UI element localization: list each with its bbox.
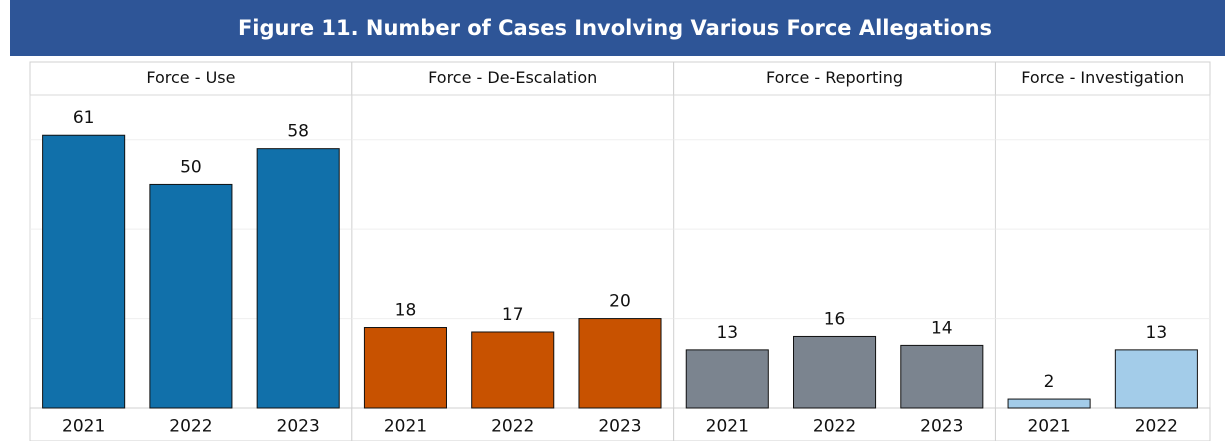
data-label: 20 xyxy=(609,292,631,312)
data-label: 58 xyxy=(287,122,309,142)
x-tick-label: 2022 xyxy=(1135,417,1178,437)
x-label-cell xyxy=(994,407,1211,441)
x-tick-label: 2022 xyxy=(169,417,212,437)
panel-title: Force - Reporting xyxy=(766,68,903,87)
panel-title: Force - Investigation xyxy=(1021,68,1184,87)
bar xyxy=(42,134,126,409)
panel-header xyxy=(673,61,996,96)
bar xyxy=(149,183,233,409)
bar xyxy=(1114,349,1198,409)
data-label: 61 xyxy=(73,108,95,128)
chart-title: Figure 11. Number of Cases Involving Var… xyxy=(238,16,992,40)
bar xyxy=(685,349,769,409)
panel-header xyxy=(994,61,1211,96)
data-label: 16 xyxy=(824,309,846,329)
data-label: 18 xyxy=(395,301,417,321)
data-label: 50 xyxy=(180,157,202,177)
x-tick-label: 2023 xyxy=(277,417,320,437)
x-tick-label: 2023 xyxy=(598,417,641,437)
title-banner xyxy=(10,0,1225,56)
bar xyxy=(1007,398,1091,409)
data-label: 2 xyxy=(1044,372,1055,392)
x-tick-label: 2021 xyxy=(1027,417,1070,437)
panel-header xyxy=(29,61,353,96)
x-tick-label: 2023 xyxy=(920,417,963,437)
bar xyxy=(578,318,662,409)
data-label: 13 xyxy=(1146,323,1168,343)
x-tick-label: 2021 xyxy=(62,417,105,437)
bar xyxy=(793,335,877,409)
x-tick-label: 2022 xyxy=(491,417,534,437)
bar xyxy=(363,327,447,409)
panel-title: Force - De-Escalation xyxy=(428,68,597,87)
data-label: 13 xyxy=(716,323,738,343)
x-tick-label: 2021 xyxy=(706,417,749,437)
panel-title: Force - Use xyxy=(146,68,235,87)
x-tick-label: 2021 xyxy=(384,417,427,437)
bar xyxy=(471,331,555,409)
data-label: 14 xyxy=(931,318,953,338)
bar xyxy=(900,344,984,409)
bar xyxy=(256,148,340,409)
x-tick-label: 2022 xyxy=(813,417,856,437)
x-label-cell xyxy=(673,407,996,441)
data-label: 17 xyxy=(502,305,524,325)
